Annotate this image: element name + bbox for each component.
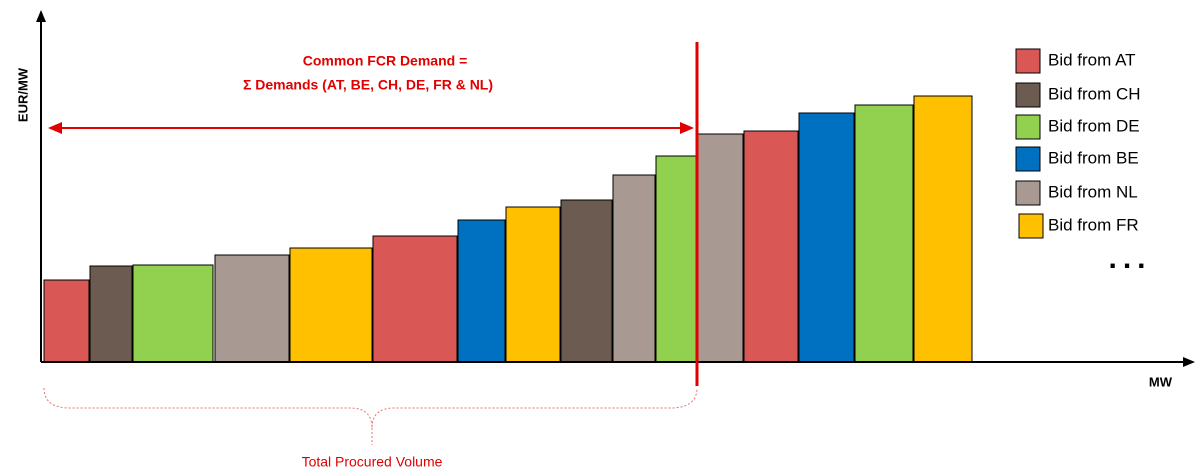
legend-swatch — [1015, 48, 1041, 74]
annotation: Common FCR Demand = — [303, 53, 468, 69]
bid-bar — [560, 199, 613, 363]
bid-bar — [289, 247, 373, 363]
legend-swatch — [1015, 82, 1041, 108]
x-axis-label: MW — [1149, 374, 1173, 389]
bid-bar — [743, 130, 799, 363]
bid-bar — [697, 133, 744, 363]
legend-label: Bid from CH — [1048, 84, 1141, 103]
bid-bar — [89, 265, 133, 363]
legend-swatch — [1018, 213, 1044, 239]
legend-label: Bid from DE — [1048, 116, 1140, 135]
brace-label: Total Procured Volume — [302, 454, 443, 470]
bid-bar — [612, 174, 656, 363]
bid-bar — [854, 104, 914, 363]
legend-label: Bid from NL — [1048, 182, 1138, 201]
bid-bar — [505, 206, 561, 363]
legend-label: Bid from BE — [1048, 148, 1139, 167]
legend-label: Bid from FR — [1048, 215, 1139, 234]
legend-swatch — [1015, 180, 1041, 206]
bid-bar — [132, 264, 214, 363]
bid-bar — [457, 219, 506, 363]
annotation: Σ Demands (AT, BE, CH, DE, FR & NL) — [243, 77, 493, 93]
bid-bar — [214, 254, 290, 363]
bid-bar — [913, 95, 973, 363]
bid-bar — [798, 112, 855, 363]
legend-swatch — [1015, 146, 1041, 172]
volume-brace — [43, 387, 698, 429]
bid-bar — [655, 155, 698, 363]
legend: Bid from AT Bid from CH Bid from DE Bid fro… — [1015, 48, 1141, 239]
bid-bar — [43, 279, 90, 363]
legend-swatch — [1015, 114, 1041, 140]
legend-label: Bid from AT — [1048, 50, 1136, 69]
bid-bar — [372, 235, 458, 363]
legend-more: ... — [1108, 242, 1151, 275]
y-axis-label: EUR/MW — [15, 67, 30, 122]
bids — [43, 95, 973, 363]
